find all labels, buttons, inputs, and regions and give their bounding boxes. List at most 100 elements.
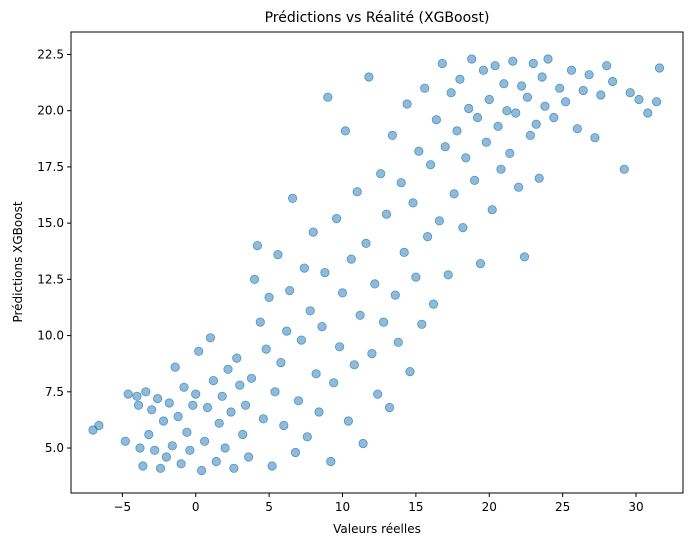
data-point bbox=[331, 214, 342, 224]
data-point bbox=[358, 438, 368, 449]
data-point bbox=[467, 54, 477, 64]
x-tick-label: 0 bbox=[192, 500, 200, 514]
data-point bbox=[455, 74, 465, 84]
data-point bbox=[654, 63, 665, 73]
data-point bbox=[276, 357, 286, 368]
data-point bbox=[566, 65, 577, 75]
data-point bbox=[555, 83, 565, 93]
data-point bbox=[540, 101, 550, 111]
data-point bbox=[590, 133, 600, 143]
data-point bbox=[197, 465, 207, 476]
data-point bbox=[270, 387, 280, 397]
data-point bbox=[311, 369, 321, 379]
data-point bbox=[170, 362, 180, 372]
data-point bbox=[185, 445, 195, 455]
data-point bbox=[355, 310, 365, 320]
data-point bbox=[528, 58, 538, 69]
data-point bbox=[519, 252, 530, 262]
data-point bbox=[511, 108, 521, 118]
data-point bbox=[191, 389, 201, 399]
data-point bbox=[173, 411, 183, 422]
data-point bbox=[255, 317, 265, 327]
data-point bbox=[287, 193, 298, 203]
x-tick-label: 5 bbox=[265, 500, 273, 514]
data-point bbox=[299, 263, 309, 273]
data-point bbox=[120, 436, 130, 446]
data-point bbox=[164, 398, 174, 408]
data-point bbox=[487, 205, 497, 215]
data-point bbox=[317, 321, 327, 332]
data-point bbox=[337, 288, 348, 298]
data-point bbox=[525, 130, 536, 140]
data-point bbox=[490, 61, 500, 71]
x-tick-label: 15 bbox=[408, 500, 423, 514]
data-point bbox=[443, 270, 453, 280]
data-point bbox=[296, 335, 306, 345]
data-point bbox=[246, 373, 257, 383]
y-tick-label: 20.0 bbox=[37, 104, 64, 118]
data-point bbox=[481, 137, 491, 147]
data-point bbox=[367, 348, 377, 359]
x-axis-ticks: −5 0 5 10 15 20 25 30 bbox=[114, 493, 644, 514]
data-point bbox=[405, 366, 415, 377]
data-point bbox=[378, 317, 389, 327]
data-point bbox=[425, 160, 436, 170]
data-point bbox=[123, 389, 133, 399]
data-point bbox=[232, 353, 242, 363]
data-point bbox=[258, 414, 268, 424]
data-point bbox=[217, 391, 227, 401]
data-point bbox=[522, 92, 533, 102]
y-tick-label: 7.5 bbox=[45, 385, 64, 399]
data-point bbox=[320, 267, 330, 278]
data-point bbox=[158, 416, 169, 426]
data-point bbox=[625, 88, 635, 98]
data-point bbox=[267, 461, 277, 471]
data-point bbox=[226, 407, 236, 417]
y-tick-label: 12.5 bbox=[37, 272, 64, 286]
data-point bbox=[643, 108, 653, 118]
x-tick-label: 25 bbox=[555, 500, 570, 514]
data-point bbox=[153, 393, 163, 404]
y-tick-label: 17.5 bbox=[37, 160, 64, 174]
data-point bbox=[417, 319, 427, 329]
data-point bbox=[241, 400, 251, 410]
data-point bbox=[531, 119, 541, 129]
data-point bbox=[381, 209, 392, 219]
data-point bbox=[469, 175, 480, 185]
data-point bbox=[334, 342, 345, 352]
data-point bbox=[634, 94, 644, 105]
data-point bbox=[458, 223, 468, 233]
x-axis-label: Valeurs réelles bbox=[333, 522, 421, 536]
data-point bbox=[396, 178, 406, 188]
data-point bbox=[534, 173, 544, 183]
data-point bbox=[282, 326, 292, 336]
data-point bbox=[446, 88, 456, 98]
x-tick-label: 30 bbox=[628, 500, 643, 514]
data-point bbox=[293, 396, 304, 406]
data-point bbox=[572, 124, 582, 134]
data-point bbox=[150, 445, 160, 455]
data-point bbox=[161, 452, 171, 462]
data-point bbox=[408, 198, 418, 208]
data-point bbox=[414, 146, 424, 156]
data-point bbox=[329, 378, 339, 388]
data-point bbox=[132, 391, 142, 401]
data-point bbox=[340, 126, 350, 136]
data-point bbox=[549, 112, 559, 123]
data-point bbox=[343, 416, 353, 426]
data-point bbox=[138, 461, 148, 471]
chart-title: Prédictions vs Réalité (XGBoost) bbox=[265, 10, 490, 26]
data-point bbox=[238, 429, 248, 440]
data-point bbox=[200, 436, 210, 446]
data-point bbox=[399, 247, 409, 257]
data-point bbox=[387, 130, 397, 140]
data-point bbox=[326, 456, 336, 467]
data-point bbox=[607, 76, 618, 87]
data-point bbox=[464, 103, 474, 114]
data-point bbox=[390, 290, 400, 300]
data-point bbox=[602, 61, 612, 71]
data-point bbox=[94, 420, 104, 431]
data-point bbox=[349, 360, 359, 370]
data-point bbox=[364, 72, 374, 82]
